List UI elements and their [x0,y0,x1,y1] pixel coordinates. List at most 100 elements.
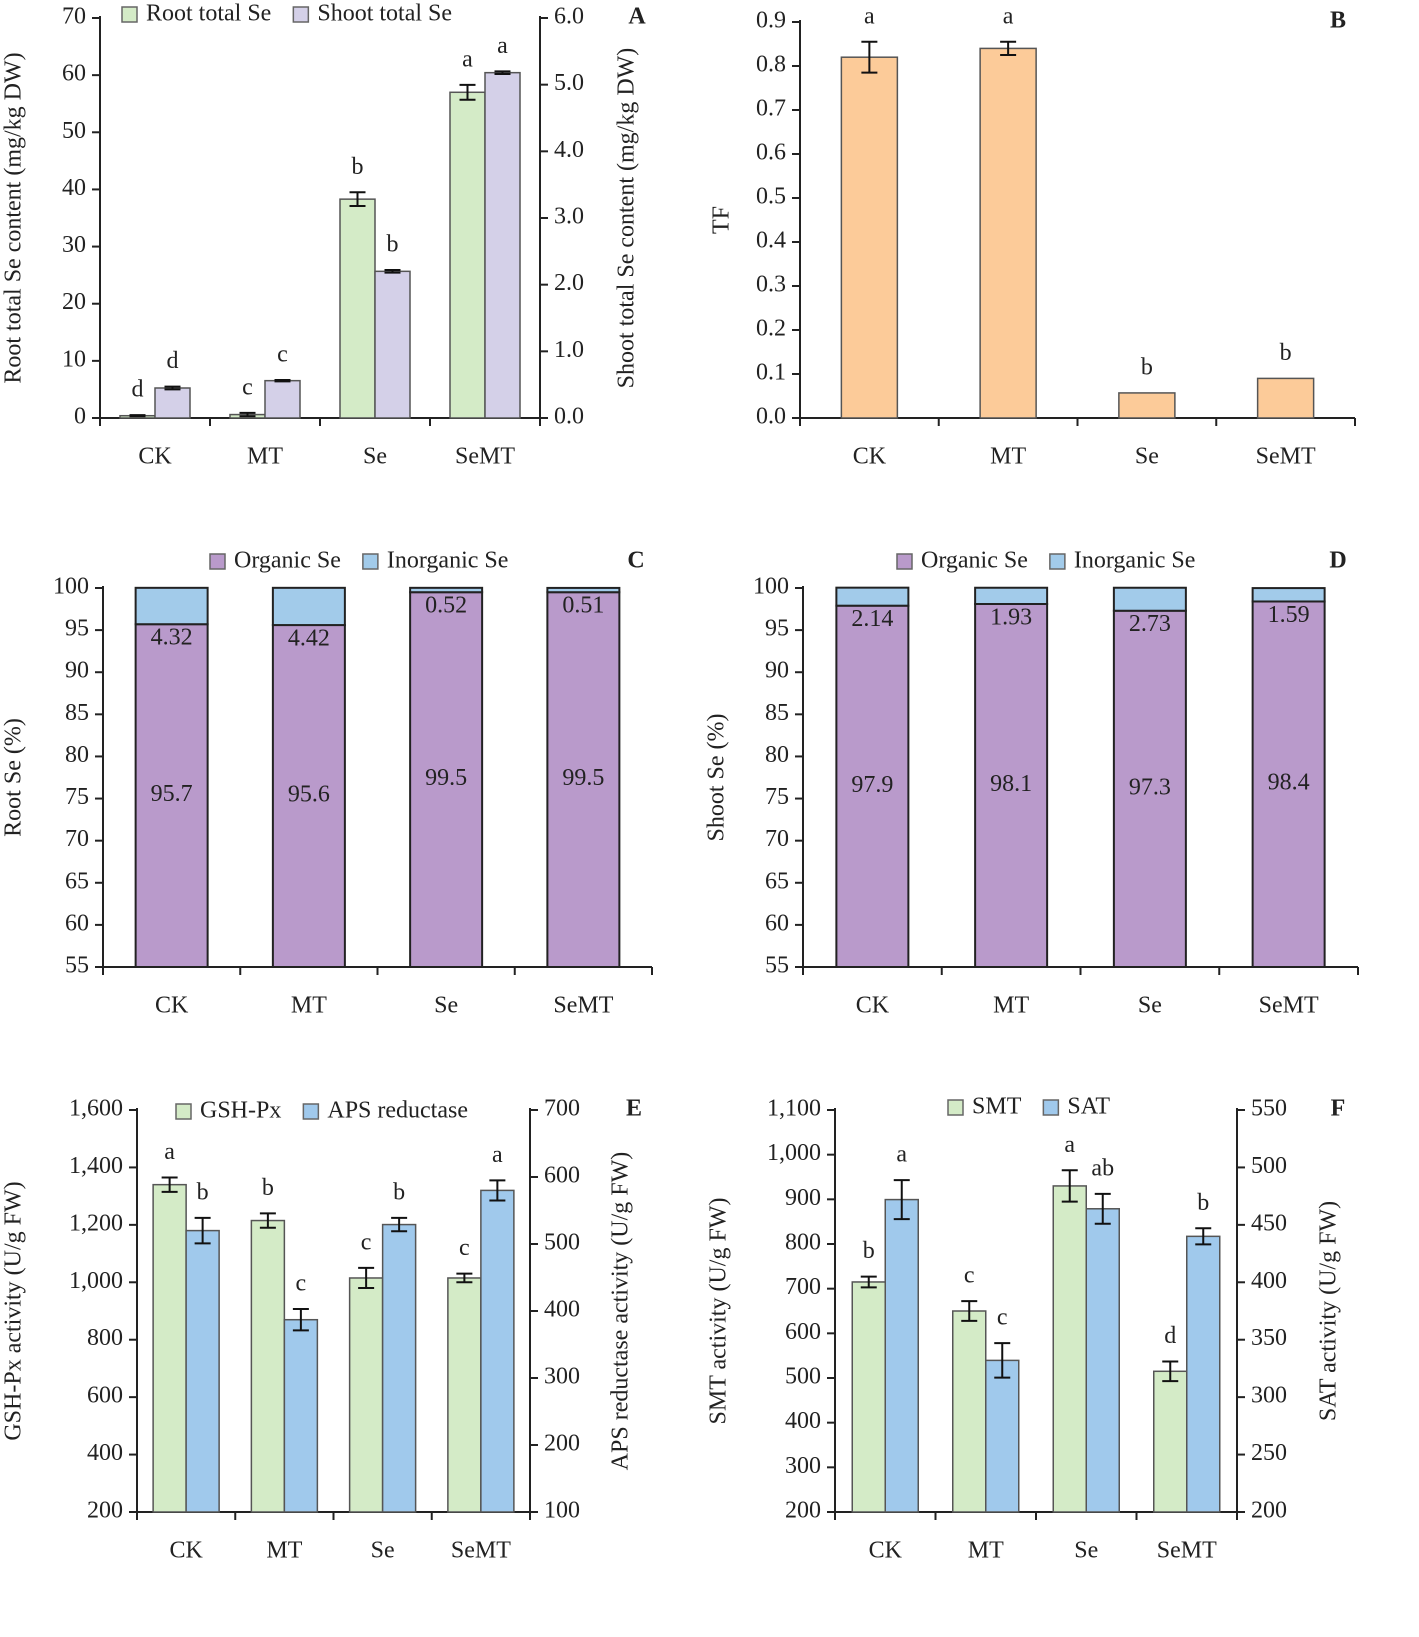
x-tick-label: Se [1138,993,1162,1019]
bar [1085,1208,1120,1513]
y-tick-label: 90 [65,658,89,684]
x-tick-label: CK [138,444,172,470]
significance-letter: c [242,374,253,400]
y-tick-label: 55 [765,953,789,979]
legend-label: SMT [972,1094,1022,1120]
y-tick-label: 65 [765,868,789,894]
significance-letter: b [352,154,364,180]
y-tick-label: 350 [1251,1325,1287,1351]
significance-letter: b [387,232,399,258]
x-tick-label: MT [990,444,1026,470]
y-tick-label: 1,000 [767,1140,821,1166]
y-tick-label: 65 [65,868,89,894]
bar [348,1277,384,1513]
x-tick-label: MT [993,993,1029,1019]
y-tick-label: 30 [62,232,86,258]
bar [952,1310,987,1513]
error-bar [1094,1192,1111,1225]
x-tick-label: Se [434,993,458,1019]
bar-segment [409,586,484,594]
error-bar [129,414,146,418]
bar-segment [974,603,1049,968]
bar [264,379,301,419]
error-bar [239,411,256,418]
y-axis-title: Root Se (%) [1,718,27,837]
y-tick-label: 20 [62,289,86,315]
y-tick-label: 0.4 [756,228,786,254]
y-tick-label: 200 [544,1431,580,1457]
data-label: 2.73 [1129,611,1171,637]
data-label: 0.51 [562,593,604,619]
x-tick-label: Se [1074,1538,1098,1564]
bar [1186,1235,1221,1513]
error-bar [274,379,291,383]
bar-segment [271,586,346,627]
significance-letter: d [167,348,179,374]
y-tick-label: 80 [765,742,789,768]
bar [884,1198,919,1513]
legend-swatch [362,553,379,570]
error-bar [164,385,181,391]
y-tick-label: 0.3 [756,272,786,298]
bar-segment [134,586,209,626]
panel-label: B [1330,8,1346,34]
error-bar [358,1266,375,1290]
bar-segment [1112,586,1187,612]
y-tick-label: 450 [1251,1210,1287,1236]
error-bar [893,1179,910,1221]
error-bar [349,191,366,207]
significance-letter: d [132,377,144,403]
y-tick-label: 800 [785,1230,821,1256]
error-bar [861,40,878,74]
y-tick-label: 300 [785,1453,821,1479]
data-label: 2.14 [851,606,893,632]
panel-label: A [628,4,646,30]
data-label: 95.7 [151,781,193,807]
y-tick-label: 60 [765,910,789,936]
significance-letter: a [1003,3,1014,29]
y-tick-label: 100 [753,574,789,600]
significance-letter: a [492,1142,503,1168]
bar [447,1277,482,1513]
y-tick-label: 40 [62,175,86,201]
panel-label: C [627,548,644,574]
y-tick-label: 1,000 [69,1268,123,1294]
x-tick-label: MT [266,1538,302,1564]
bar [979,47,1037,419]
x-tick-label: SeMT [455,444,515,470]
significance-letter: c [964,1263,975,1289]
significance-letter: b [1197,1190,1209,1216]
y-tick-label: 5.0 [554,70,584,96]
y-axis-title: SMT activity (U/g FW) [706,1198,732,1425]
bar-segment [546,586,621,594]
y-tick-label: 100 [544,1498,580,1524]
legend-swatch [209,553,226,570]
error-bar [1162,1360,1179,1383]
significance-letter: a [462,46,473,72]
error-bar [194,1216,211,1245]
x-tick-label: CK [869,1538,903,1564]
significance-letter: a [864,3,875,29]
y-tick-label: 50 [62,118,86,144]
error-bar [1061,1169,1078,1203]
data-label: 4.32 [151,625,193,651]
y-tick-label: 800 [87,1325,123,1351]
legend-swatch [121,6,138,23]
x-tick-label: SeMT [1259,993,1319,1019]
y-tick-label: 400 [544,1297,580,1323]
x-tick-label: MT [247,444,283,470]
y-tick-label: 3.0 [554,204,584,230]
y-tick-label: 10 [62,346,86,372]
significance-letter: a [164,1139,175,1165]
x-tick-label: SeMT [1157,1538,1217,1564]
legend-swatch [896,553,913,570]
y-tick-label: 500 [1251,1153,1287,1179]
y-tick-label: 80 [65,742,89,768]
x-tick-label: CK [856,993,890,1019]
bar-segment [409,591,484,968]
y-tick-label: 0.9 [756,8,786,34]
y-tick-label: 90 [765,658,789,684]
error-bar [456,1272,473,1284]
panel-label: D [1329,548,1346,574]
